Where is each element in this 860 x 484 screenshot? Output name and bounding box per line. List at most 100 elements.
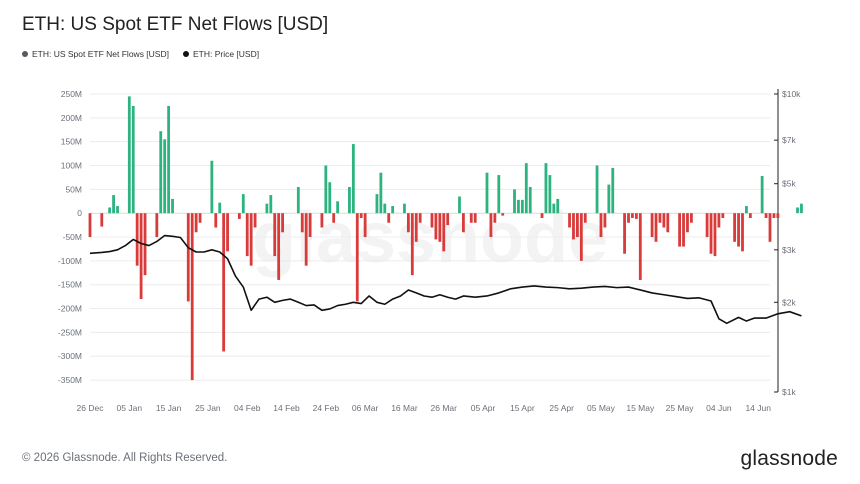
flow-bar xyxy=(666,213,670,233)
flow-bar xyxy=(363,213,367,238)
flow-bar xyxy=(375,194,379,214)
flow-bar xyxy=(167,105,171,214)
y-tick-label-right: $1k xyxy=(782,387,796,397)
glassnode-logo: glassnode xyxy=(740,447,838,470)
flow-bar xyxy=(88,213,92,238)
flow-bar xyxy=(171,198,174,214)
flow-bar xyxy=(249,213,253,266)
x-tick-label: 05 May xyxy=(587,403,616,413)
chart-legend: ETH: US Spot ETF Net Flows [USD] ETH: Pr… xyxy=(22,49,259,59)
flow-bar xyxy=(634,213,638,219)
x-tick-label: 14 Jun xyxy=(745,403,771,413)
x-tick-label: 04 Feb xyxy=(234,403,261,413)
x-tick-label: 25 Apr xyxy=(549,403,574,413)
flow-bar xyxy=(418,213,422,223)
x-tick-label: 26 Dec xyxy=(77,403,105,413)
flow-bar xyxy=(163,139,167,214)
y-tick-label-left: 100M xyxy=(61,161,82,171)
x-tick-label: 04 Jun xyxy=(706,403,732,413)
flow-bar xyxy=(631,213,634,218)
flow-bar xyxy=(198,213,202,223)
flow-bar xyxy=(595,165,599,214)
flow-bar xyxy=(489,213,493,238)
flow-bar xyxy=(403,203,406,214)
flow-bar xyxy=(717,213,721,228)
flow-bar xyxy=(226,213,229,252)
flow-bar xyxy=(127,96,131,214)
flow-bar xyxy=(214,213,218,228)
y-tick-label-left: 250M xyxy=(61,89,82,99)
flow-bar xyxy=(713,213,717,257)
flow-bar xyxy=(324,165,328,214)
x-tick-label: 25 May xyxy=(666,403,695,413)
flow-bar xyxy=(627,213,630,223)
flow-bar xyxy=(737,213,740,247)
flow-bar xyxy=(308,213,312,238)
flow-bar xyxy=(194,213,198,233)
flow-bar xyxy=(100,213,104,227)
legend-item-price[interactable]: ETH: Price [USD] xyxy=(182,49,260,59)
flow-bar xyxy=(611,167,615,214)
flow-bar xyxy=(336,201,340,214)
legend-label: ETH: US Spot ETF Net Flows [USD] xyxy=(32,49,169,59)
flow-bar xyxy=(265,203,269,214)
flow-bar xyxy=(383,203,387,214)
flow-bar xyxy=(300,213,304,233)
flow-bar xyxy=(520,199,524,214)
flow-bar xyxy=(241,194,245,214)
flow-bar xyxy=(112,195,115,214)
flow-bar xyxy=(686,213,689,233)
flow-bar xyxy=(296,186,300,214)
flow-bar xyxy=(320,213,324,228)
flow-bar xyxy=(406,213,410,233)
flow-bar xyxy=(658,213,662,223)
x-tick-label: 15 May xyxy=(626,403,655,413)
flow-bar xyxy=(139,213,143,300)
flow-bar xyxy=(438,213,442,242)
flow-bar xyxy=(513,189,516,214)
y-tick-label-left: -150M xyxy=(58,280,82,290)
y-tick-label-left: -250M xyxy=(58,327,82,337)
flow-bar xyxy=(599,213,603,238)
legend-item-net-flows[interactable]: ETH: US Spot ETF Net Flows [USD] xyxy=(22,49,169,59)
flow-bar xyxy=(328,182,332,214)
flow-bar xyxy=(379,172,383,214)
y-tick-label-left: 150M xyxy=(61,137,82,147)
flow-bar xyxy=(501,213,505,216)
flow-bar xyxy=(517,199,520,214)
flow-bar xyxy=(650,213,654,238)
x-tick-label: 24 Feb xyxy=(313,403,340,413)
flow-bar xyxy=(524,163,528,214)
flow-bar xyxy=(430,213,434,228)
flow-bar xyxy=(544,163,548,214)
flow-bar xyxy=(583,213,587,223)
flow-bar xyxy=(552,203,556,214)
y-tick-label-right: $7k xyxy=(782,135,796,145)
y-tick-label-left: 50M xyxy=(65,184,82,194)
x-tick-label: 05 Apr xyxy=(471,403,496,413)
x-tick-label: 05 Jan xyxy=(117,403,143,413)
flow-bar xyxy=(662,213,666,228)
flow-bar xyxy=(273,213,277,257)
flow-bar xyxy=(768,213,772,242)
y-tick-label-right: $5k xyxy=(782,179,796,189)
flow-bar xyxy=(576,213,579,238)
flow-bar xyxy=(540,213,544,218)
flow-bar xyxy=(721,213,725,218)
flow-bar xyxy=(678,213,681,247)
flow-bar xyxy=(269,195,273,214)
flow-bar xyxy=(800,203,803,214)
y-tick-label-left: -100M xyxy=(58,256,82,266)
flow-bar xyxy=(442,213,446,252)
flow-bar xyxy=(579,213,583,261)
flow-bar xyxy=(218,202,222,214)
y-tick-label-left: -50M xyxy=(63,232,82,242)
y-tick-label-left: -300M xyxy=(58,351,82,361)
legend-label: ETH: Price [USD] xyxy=(192,49,260,59)
flow-bar xyxy=(548,175,552,214)
y-tick-label-right: $3k xyxy=(782,245,796,255)
flow-bar xyxy=(387,213,391,223)
flow-bar xyxy=(741,213,744,252)
flow-bar xyxy=(556,198,560,214)
